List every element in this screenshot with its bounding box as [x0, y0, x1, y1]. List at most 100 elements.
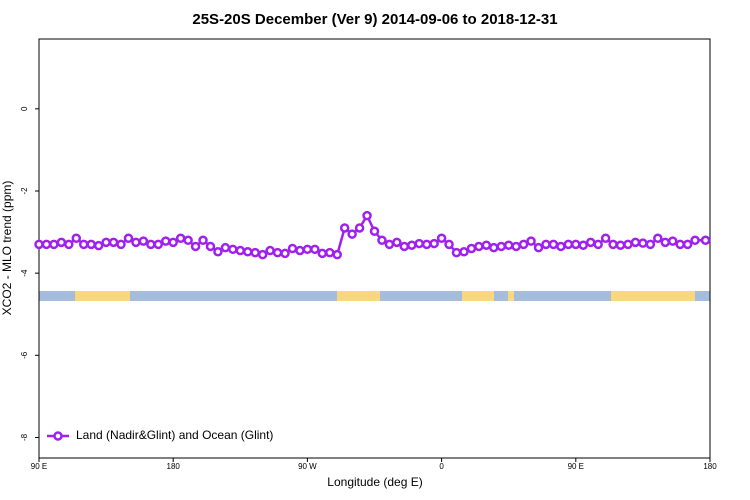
data-point: [220, 242, 231, 253]
data-point: [511, 241, 521, 252]
data-point: [205, 241, 216, 252]
data-point: [86, 239, 96, 250]
data-point: [489, 242, 499, 253]
data-point: [623, 239, 633, 250]
data-point: [131, 237, 141, 248]
data-point: [503, 240, 514, 250]
data-point: [429, 238, 439, 249]
data-point: [362, 210, 372, 221]
data-point: [653, 233, 663, 243]
data-point: [123, 233, 134, 243]
data-point: [347, 229, 357, 239]
x-tick-label: 90 E: [31, 462, 47, 471]
y-tick-label: -4: [20, 269, 29, 277]
data-point: [93, 240, 104, 251]
legend-marker: [53, 431, 63, 441]
x-tick-label: 0: [439, 462, 444, 471]
data-point: [474, 241, 484, 252]
data-point: [108, 237, 119, 248]
x-tick-label: 90 E: [568, 462, 584, 471]
data-point: [392, 237, 402, 248]
data-point: [481, 240, 492, 250]
data-point: [287, 243, 298, 254]
data-point: [578, 240, 589, 250]
x-tick-label: 90 W: [298, 462, 317, 471]
data-point: [675, 239, 685, 250]
data-point: [310, 244, 320, 255]
data-point: [451, 247, 462, 258]
x-tick-label: 180: [167, 462, 181, 471]
data-point: [459, 247, 469, 257]
data-point: [533, 242, 544, 253]
data-point: [436, 233, 447, 243]
data-point: [526, 236, 536, 246]
data-point: [414, 238, 424, 249]
y-tick-label: -2: [20, 187, 29, 195]
x-tick-label: 180: [703, 462, 717, 471]
data-point: [198, 235, 208, 246]
data-point: [213, 247, 223, 257]
data-point: [41, 239, 52, 250]
data-point: [585, 237, 596, 248]
data-point: [332, 249, 342, 260]
data-point: [339, 223, 350, 233]
data-point: [190, 241, 201, 252]
data-point: [272, 247, 283, 258]
data-point: [153, 239, 164, 250]
data-point: [101, 237, 111, 248]
data-point: [690, 235, 700, 246]
data-point: [295, 245, 305, 256]
data-point: [116, 239, 126, 250]
plot-frame: [38, 38, 711, 459]
data-point: [175, 233, 186, 243]
data-point: [243, 247, 253, 257]
data-point: [228, 244, 238, 255]
data-point: [302, 244, 313, 255]
data-point: [317, 248, 328, 259]
data-point: [563, 239, 574, 250]
data-point: [518, 239, 529, 250]
data-point: [421, 239, 432, 250]
data-point: [496, 241, 506, 252]
y-axis-label: XCO2 - MLO trend (ppm): [0, 181, 14, 316]
data-point: [548, 239, 559, 250]
data-point: [571, 239, 581, 250]
data-point: [377, 235, 387, 246]
data-point: [146, 239, 156, 250]
data-point: [49, 239, 59, 250]
data-point: [615, 240, 626, 250]
data-point: [444, 239, 454, 250]
y-tick-label: 0: [20, 106, 29, 111]
data-point: [407, 240, 417, 250]
data-point: [593, 239, 603, 250]
x-axis-label: Longitude (deg E): [327, 475, 422, 489]
data-point: [64, 239, 74, 250]
data-point: [600, 233, 611, 243]
data-point: [384, 239, 395, 250]
data-point: [138, 236, 149, 246]
data-point: [399, 241, 410, 252]
y-tick-label: -8: [20, 433, 29, 441]
data-point: [667, 236, 678, 246]
data-point: [700, 235, 711, 246]
data-point: [257, 249, 268, 260]
legend-label: Land (Nadir&Glint) and Ocean (Glint): [76, 428, 273, 442]
surface-band: [39, 291, 710, 301]
data-point: [369, 226, 380, 236]
data-point: [556, 241, 566, 252]
data-point: [630, 237, 641, 248]
data-point: [645, 239, 656, 250]
data-point: [34, 239, 44, 250]
data-point: [325, 247, 335, 258]
data-point: [265, 245, 275, 256]
data-point: [235, 245, 246, 256]
data-point: [466, 243, 477, 254]
data-point: [168, 237, 178, 248]
data-point: [682, 239, 693, 250]
data-point: [280, 248, 290, 259]
data-point: [608, 239, 618, 250]
data-point: [354, 223, 365, 233]
chart-title: 25S-20S December (Ver 9) 2014-09-06 to 2…: [192, 11, 557, 28]
data-point: [660, 237, 671, 248]
data-point: [56, 237, 67, 248]
